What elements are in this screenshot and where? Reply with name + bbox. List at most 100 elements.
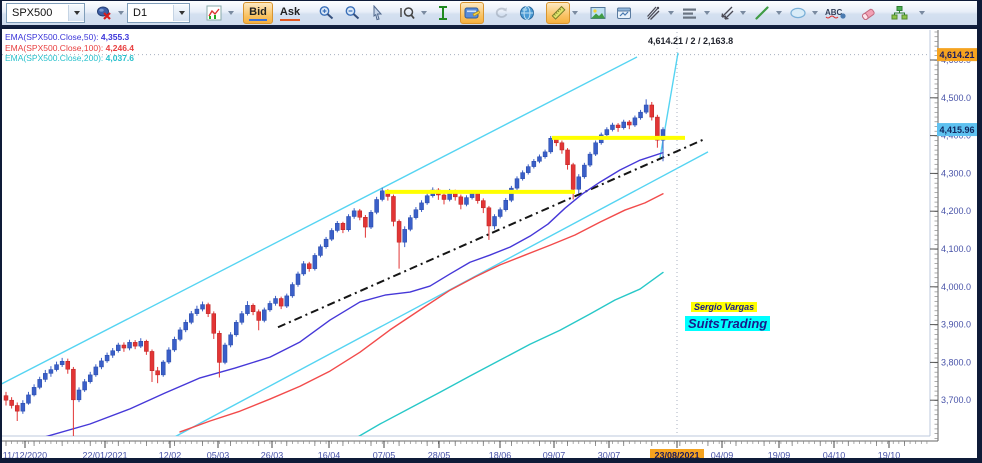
candle-up: [660, 129, 666, 141]
candle-down: [9, 399, 14, 406]
zoom-in-button[interactable]: [314, 2, 338, 24]
candle-down: [391, 196, 396, 222]
candle-up: [318, 246, 323, 256]
time-tick-label: 26/03: [261, 451, 284, 459]
pitchfork-tool-button[interactable]: [642, 2, 666, 24]
objects-tree-button[interactable]: [887, 2, 911, 24]
candle-up: [525, 166, 531, 173]
globe-button[interactable]: [515, 2, 539, 24]
toolbar-overflow-chevron-icon[interactable]: [918, 2, 926, 24]
chevron-down-icon[interactable]: [811, 2, 819, 24]
chart-type-button[interactable]: [202, 2, 226, 24]
chevron-down-icon[interactable]: [739, 2, 747, 24]
current-price-badge: [937, 123, 978, 137]
trendline-tool-button[interactable]: [750, 2, 774, 24]
candle-down: [217, 333, 222, 363]
candle-up: [610, 124, 615, 130]
candle-up: [497, 209, 503, 217]
candle-down: [3, 395, 9, 401]
remove-symbol-button[interactable]: [92, 2, 116, 24]
candle-up: [509, 187, 514, 201]
candle-up: [290, 284, 295, 297]
ruler-tool-button[interactable]: [546, 2, 570, 24]
chart-area: 4,600.04,500.04,400.04,300.04,200.04,100…: [2, 29, 978, 461]
candle-down: [570, 164, 576, 190]
bid-button[interactable]: Bid: [243, 2, 273, 24]
ibeam-icon: [439, 6, 447, 20]
dashdot-trendline[interactable]: [277, 138, 704, 329]
chevron-down-icon[interactable]: [775, 2, 783, 24]
chevron-down-icon[interactable]: [571, 2, 579, 24]
candle-up: [402, 229, 407, 243]
chevron-down-icon[interactable]: [117, 2, 125, 24]
chevron-down-icon[interactable]: [420, 2, 428, 24]
candle-up: [104, 354, 110, 362]
legend-ema50-label: EMA(SPX500.Close,50):: [5, 32, 99, 42]
candle-down: [14, 405, 20, 412]
candle-down: [396, 221, 402, 243]
candle-up: [368, 212, 374, 228]
zoom-out-button[interactable]: [340, 2, 364, 24]
legend-ema50: EMA(SPX500.Close,50): 4,355.3: [5, 32, 134, 43]
rays-tool-button[interactable]: [714, 2, 738, 24]
candle-up: [632, 117, 638, 126]
eraser-tool-button[interactable]: [856, 2, 880, 24]
chevron-down-icon[interactable]: [703, 2, 711, 24]
price-tick-label: 4,200.0: [941, 206, 971, 216]
lower-trendline[interactable]: [150, 151, 709, 450]
time-tick-label: 19/09: [768, 451, 791, 459]
candle-down: [340, 223, 346, 230]
trendline-icon: [754, 6, 769, 20]
panel-note-icon: [464, 7, 480, 18]
candle-up: [408, 217, 413, 230]
legend-ema200-label: EMA(SPX500.Close,200):: [5, 53, 104, 63]
candle-up: [621, 121, 626, 128]
pointer-button[interactable]: [366, 2, 390, 24]
candle-up: [335, 223, 340, 231]
symbol-select[interactable]: SPX500: [6, 3, 85, 23]
legend-ema200: EMA(SPX500.Close,200): 4,037.6: [5, 53, 134, 64]
refresh-button[interactable]: [489, 2, 513, 24]
candle-up: [469, 193, 475, 198]
cursor-mode-button[interactable]: [431, 2, 455, 24]
find-symbol-button[interactable]: [395, 2, 419, 24]
time-tick-label: 07/05: [373, 451, 396, 459]
candle-up: [548, 137, 553, 153]
quick-trade-panel-button[interactable]: [460, 2, 484, 24]
candle-up: [245, 305, 250, 314]
time-tick-label: 19/10: [878, 451, 901, 459]
svg-text:ABC: ABC: [825, 8, 843, 17]
price-tick-label: 3,900.0: [941, 320, 971, 330]
candle-up: [374, 199, 379, 213]
horizontal-lines-tool-button[interactable]: [678, 2, 702, 24]
candle-up: [48, 369, 54, 374]
chevron-down-icon[interactable]: [667, 2, 675, 24]
ellipse-tool-button[interactable]: [786, 2, 810, 24]
timeframe-select[interactable]: D1: [127, 3, 190, 23]
candle-up: [228, 334, 233, 346]
measure-annotation[interactable]: 4,614.21 / 2 / 2,163.8: [648, 36, 734, 46]
channel-upper-line[interactable]: [2, 56, 638, 385]
price-tick-label: 4,500.0: [941, 93, 971, 103]
legend-ema100-value: 4,246.4: [105, 42, 135, 53]
brand-watermark[interactable]: SuitsTrading: [685, 316, 771, 331]
chevron-down-icon[interactable]: [227, 2, 235, 24]
ask-button[interactable]: Ask: [275, 2, 305, 24]
chart-window-button[interactable]: [612, 2, 636, 24]
candle-up: [312, 255, 318, 269]
candle-up: [537, 156, 542, 162]
image-icon: [590, 6, 605, 19]
author-watermark[interactable]: Sergio Vargas: [691, 302, 758, 312]
globe-icon: [520, 6, 534, 20]
candle-up: [351, 210, 357, 217]
time-tick-label: 18/06: [489, 451, 512, 459]
candle-up: [643, 104, 649, 113]
text-tool-button[interactable]: ABC: [822, 2, 850, 24]
candle-up: [542, 151, 548, 158]
candle-down: [132, 342, 138, 347]
time-tick-label: 28/05: [428, 451, 451, 459]
candle-down: [71, 368, 76, 401]
insert-image-button[interactable]: [586, 2, 610, 24]
candle-down: [486, 207, 492, 227]
